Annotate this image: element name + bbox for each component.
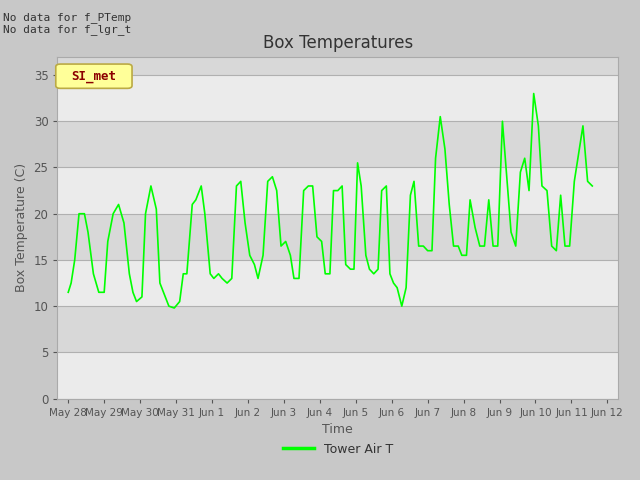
Text: No data for f_lgr_t: No data for f_lgr_t <box>3 24 131 35</box>
FancyBboxPatch shape <box>56 64 132 88</box>
Bar <box>58 168 618 214</box>
X-axis label: Time: Time <box>323 423 353 436</box>
Text: SI_met: SI_met <box>72 70 116 83</box>
Bar <box>58 121 618 168</box>
Bar <box>58 352 618 398</box>
Legend: Tower Air T: Tower Air T <box>278 438 398 461</box>
Bar <box>58 260 618 306</box>
Bar <box>58 75 618 121</box>
Bar <box>58 306 618 352</box>
Text: No data for f_PTemp: No data for f_PTemp <box>3 12 131 23</box>
Bar <box>58 214 618 260</box>
Y-axis label: Box Temperature (C): Box Temperature (C) <box>15 163 28 292</box>
Title: Box Temperatures: Box Temperatures <box>262 34 413 52</box>
